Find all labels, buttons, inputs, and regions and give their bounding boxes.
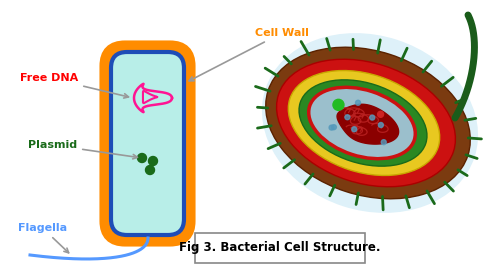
- Text: Free DNA: Free DNA: [20, 73, 128, 98]
- Circle shape: [381, 140, 386, 145]
- Ellipse shape: [299, 80, 427, 166]
- Circle shape: [331, 125, 336, 130]
- Circle shape: [138, 153, 146, 162]
- Circle shape: [329, 125, 334, 130]
- FancyBboxPatch shape: [105, 46, 190, 241]
- Circle shape: [356, 100, 361, 105]
- Text: Flagella: Flagella: [18, 223, 69, 253]
- Text: Fig 3. Bacterial Cell Structure.: Fig 3. Bacterial Cell Structure.: [179, 242, 381, 254]
- Circle shape: [370, 115, 375, 120]
- FancyBboxPatch shape: [111, 52, 184, 235]
- Circle shape: [345, 115, 350, 120]
- Circle shape: [378, 111, 383, 117]
- Circle shape: [145, 165, 155, 174]
- Ellipse shape: [288, 70, 440, 176]
- Ellipse shape: [277, 59, 455, 187]
- Text: Cell Wall: Cell Wall: [189, 28, 309, 81]
- Ellipse shape: [309, 87, 416, 159]
- Circle shape: [333, 99, 344, 110]
- Ellipse shape: [266, 47, 470, 199]
- Polygon shape: [337, 104, 399, 144]
- Circle shape: [352, 127, 357, 132]
- Text: Plasmid: Plasmid: [28, 140, 138, 159]
- Circle shape: [379, 123, 383, 127]
- Ellipse shape: [262, 33, 478, 213]
- FancyBboxPatch shape: [195, 233, 365, 263]
- Circle shape: [149, 156, 157, 165]
